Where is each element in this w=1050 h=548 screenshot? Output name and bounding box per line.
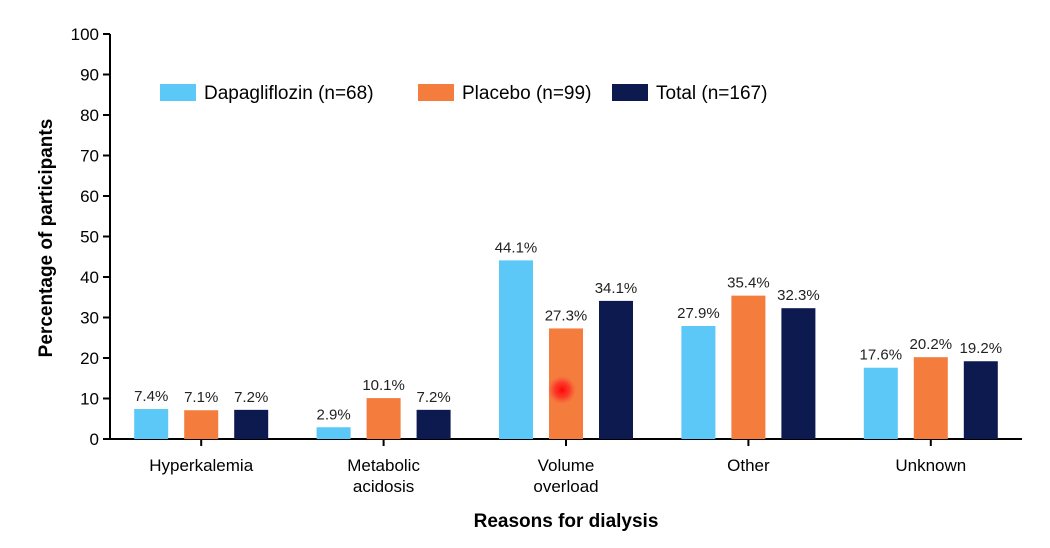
legend-swatch [160,84,196,101]
x-category-label-line: Volume [538,456,595,475]
legend-label: Dapagliflozin (n=68) [204,83,374,104]
y-tick-label: 100 [71,25,99,44]
legend-label: Placebo (n=99) [462,83,591,104]
y-tick-label: 60 [80,187,99,206]
data-label: 32.3% [777,287,820,304]
y-tick-label: 30 [80,309,99,328]
bar [599,300,633,439]
x-category-label-line: Other [727,456,770,475]
data-label: 27.9% [677,305,720,322]
y-tick-label: 50 [80,228,99,247]
x-category-label-line: acidosis [353,477,414,496]
bar [681,326,716,439]
bar [134,409,169,439]
data-label: 17.6% [860,347,903,364]
bar [234,409,269,439]
bar [366,398,401,439]
x-category-label: Metabolic acidosis [347,456,420,496]
data-label: 44.1% [495,239,538,256]
bar [781,308,816,439]
y-tick-label: 90 [80,66,99,85]
x-category-label: Unknown [895,456,966,475]
y-tick-label: 80 [80,106,99,125]
bar [316,427,351,439]
data-label: 20.2% [910,336,953,353]
bar [731,295,766,439]
x-axis-title: Reasons for dialysis [474,511,659,532]
x-category-label-line: overload [533,477,598,496]
bar [863,367,898,439]
x-axis: Hyperkalemia Metabolic acidosis Volume overl… [110,438,1022,496]
bar [184,410,219,439]
bar [416,409,451,439]
bar [963,361,998,439]
y-tick-label: 40 [80,268,99,287]
y-tick-label: 0 [90,430,99,449]
data-label: 7.1% [184,389,218,406]
x-category-label: Other [727,456,770,475]
x-category-label-line: Metabolic [347,456,420,475]
data-label: 7.2% [234,389,268,406]
data-label: 34.1% [595,280,638,297]
x-category-label-line: Hyperkalemia [149,456,253,475]
x-category-label: Hyperkalemia [149,456,253,475]
data-label: 7.2% [416,389,450,406]
legend-label: Total (n=167) [656,83,767,104]
y-tick-label: 20 [80,349,99,368]
bar [499,260,533,439]
red-cursor-marker [548,376,576,404]
y-axis: 0 10 20 30 40 50 60 70 80 90 100 [71,25,111,449]
y-axis-title: Percentage of participants [36,119,57,358]
data-label: 7.4% [134,388,168,405]
bars-group: 7.4% 7.1% 7.2% 2.9% 10.1% 7.2% 44.1% 27.3% 34.1%… [134,239,1002,439]
bar [913,357,948,439]
data-label: 2.9% [316,406,350,423]
y-tick-label: 70 [80,147,99,166]
data-label: 35.4% [727,275,770,292]
y-tick-label: 10 [80,390,99,409]
legend-swatch [418,84,454,101]
data-label: 19.2% [960,340,1003,357]
data-label: 10.1% [362,377,405,394]
x-category-label: Volume overload [533,456,598,496]
legend: Dapagliflozin (n=68) Placebo (n=99) Total … [160,83,767,104]
x-category-label-line: Unknown [895,456,966,475]
data-label: 27.3% [545,307,588,324]
legend-swatch [612,84,648,101]
